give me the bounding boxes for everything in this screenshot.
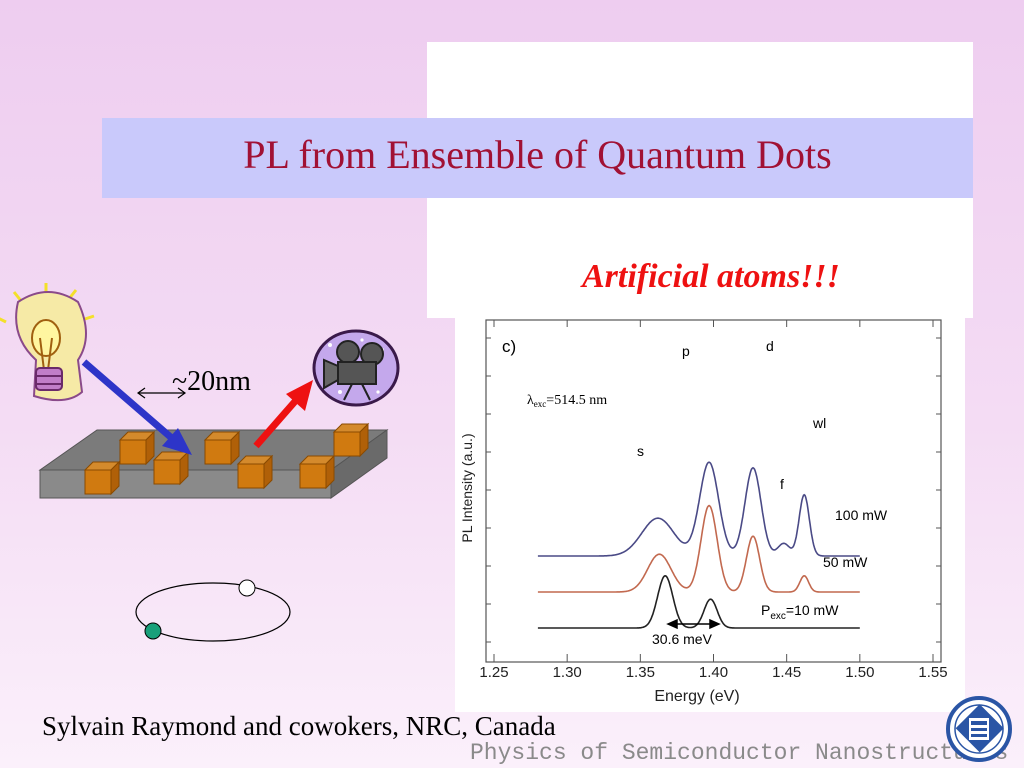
excitation-arrow bbox=[81, 359, 192, 455]
x-tick-label: 1.25 bbox=[479, 664, 508, 681]
title-bar bbox=[102, 118, 973, 198]
slide-subtitle: Artificial atoms!!! bbox=[582, 258, 840, 295]
x-axis-label: Energy (eV) bbox=[654, 688, 739, 705]
series-label-100mw: 100 mW bbox=[835, 507, 888, 523]
lambda-annotation: λexc=514.5 nm bbox=[527, 393, 607, 409]
x-tick-label: 1.35 bbox=[626, 664, 655, 681]
panel-label: c) bbox=[502, 337, 516, 356]
x-axis-ticks bbox=[486, 320, 941, 662]
pexc-sub: exc bbox=[770, 611, 786, 622]
y-axis-label: PL Intensity (a.u.) bbox=[459, 433, 475, 542]
series-line bbox=[537, 461, 860, 557]
lambda-value: =514.5 nm bbox=[546, 393, 607, 408]
series-curves bbox=[537, 461, 860, 629]
peak-label-d: d bbox=[766, 338, 774, 354]
atom-orbit-diagram bbox=[135, 579, 291, 642]
lambda-symbol: λ bbox=[527, 393, 534, 408]
peak-label-s: s bbox=[637, 443, 644, 459]
series-line bbox=[537, 504, 860, 593]
series-label-pexc: Pexc=10 mW bbox=[761, 602, 839, 622]
scale-label: ~20nm bbox=[172, 366, 251, 397]
lambda-sub: exc bbox=[534, 399, 547, 409]
x-tick-label: 1.30 bbox=[553, 664, 582, 681]
x-tick-label: 1.55 bbox=[918, 664, 947, 681]
pl-spectrum-chart: 1.25 1.30 1.35 1.40 1.45 1.50 1.55 c) λexc=514… bbox=[455, 318, 965, 712]
author-credit: Sylvain Raymond and cowokers, NRC, Canad… bbox=[42, 711, 556, 741]
film-camera-icon bbox=[312, 329, 400, 407]
x-tick-label: 1.50 bbox=[845, 664, 874, 681]
footer-brand: Physics of Semiconductor Nanostructures bbox=[470, 740, 1009, 766]
peak-label-p: p bbox=[682, 343, 690, 359]
pexc-suffix: =10 mW bbox=[786, 602, 839, 618]
university-seal-icon bbox=[946, 696, 1012, 762]
splitting-arrow bbox=[666, 618, 721, 630]
x-tick-label: 1.45 bbox=[772, 664, 801, 681]
series-label-50mw: 50 mW bbox=[823, 554, 868, 570]
quantum-dots bbox=[83, 422, 370, 496]
emission-arrow bbox=[253, 380, 313, 449]
series-line bbox=[537, 574, 860, 629]
pl-spectrum-svg: 1.25 1.30 1.35 1.40 1.45 1.50 1.55 c) λexc=514… bbox=[455, 318, 965, 712]
lightbulb-icon bbox=[0, 283, 95, 402]
peak-label-wl: wl bbox=[812, 415, 826, 431]
x-tick-label: 1.40 bbox=[699, 664, 728, 681]
peak-label-f: f bbox=[780, 476, 784, 492]
pexc-main: P bbox=[761, 602, 770, 618]
x-axis-ticklabels: 1.25 1.30 1.35 1.40 1.45 1.50 1.55 bbox=[479, 664, 947, 681]
splitting-label: 30.6 meV bbox=[652, 631, 713, 647]
slide-title: PL from Ensemble of Quantum Dots bbox=[243, 132, 832, 177]
quantum-dot-illustration bbox=[0, 283, 400, 642]
scale-arrow bbox=[136, 387, 187, 399]
